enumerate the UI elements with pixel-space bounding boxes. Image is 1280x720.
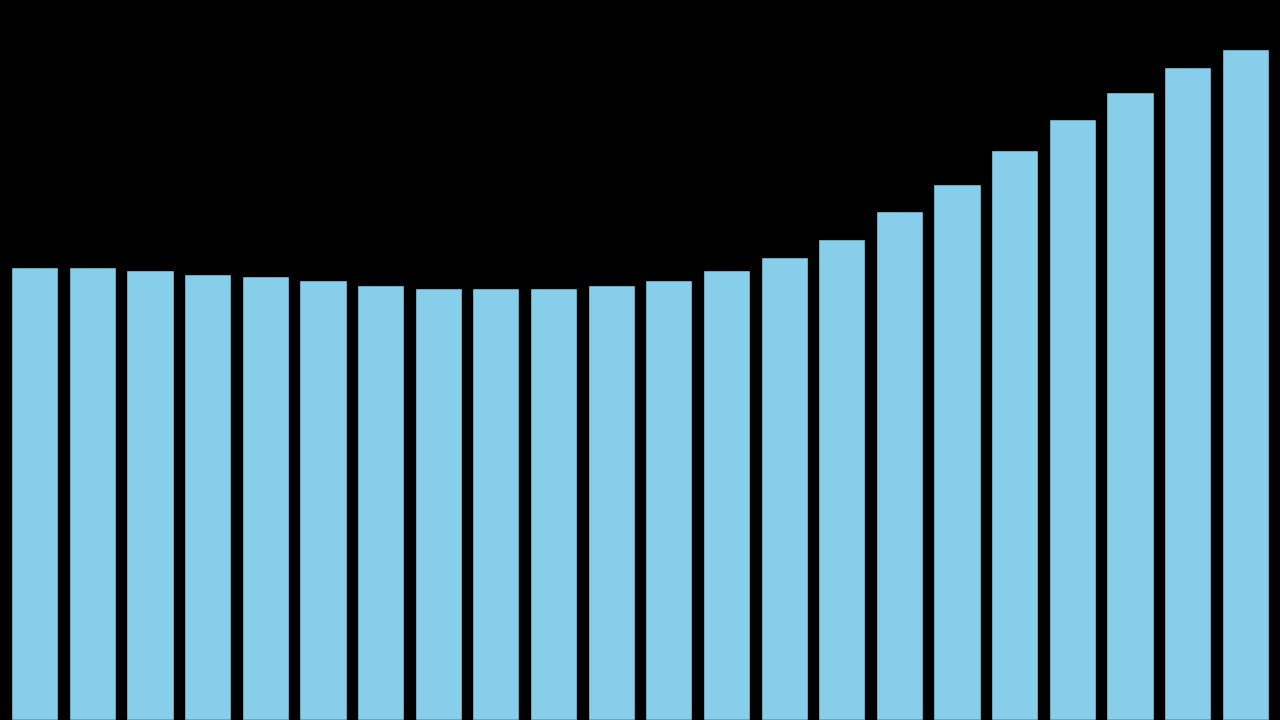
Bar: [300, 280, 347, 720]
Bar: [415, 288, 462, 720]
Bar: [818, 239, 865, 720]
Bar: [1106, 92, 1153, 720]
Bar: [357, 285, 404, 720]
Bar: [703, 269, 750, 720]
Bar: [991, 150, 1038, 720]
Bar: [1222, 49, 1268, 720]
Bar: [645, 280, 692, 720]
Bar: [760, 257, 808, 720]
Bar: [530, 288, 577, 720]
Bar: [1164, 68, 1211, 720]
Bar: [1048, 120, 1096, 720]
Bar: [12, 266, 58, 720]
Bar: [933, 184, 980, 720]
Bar: [242, 276, 289, 720]
Bar: [69, 266, 116, 720]
Bar: [184, 274, 232, 720]
Bar: [588, 285, 635, 720]
Bar: [876, 212, 923, 720]
Bar: [127, 269, 174, 720]
Bar: [472, 288, 520, 720]
